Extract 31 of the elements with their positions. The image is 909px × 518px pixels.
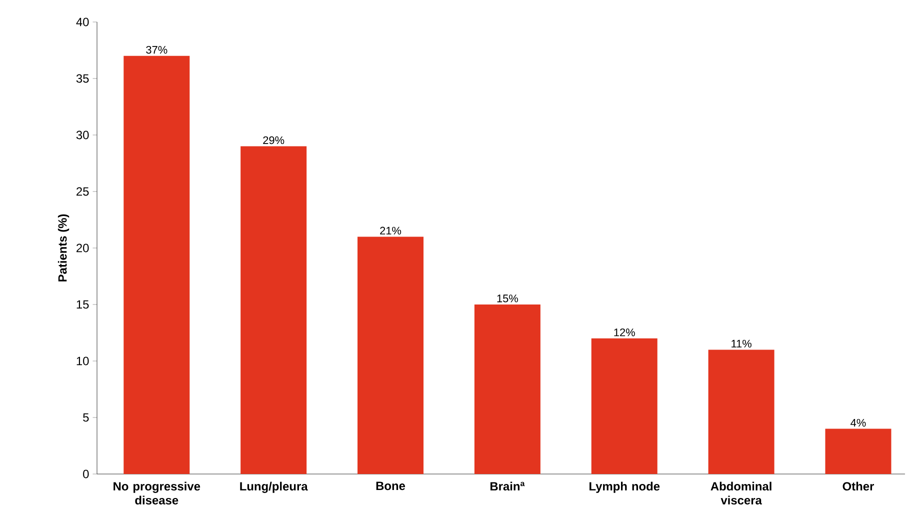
x-tick-label: Lymph node <box>590 482 660 493</box>
bar <box>591 338 658 474</box>
data-label: 29% <box>263 136 284 144</box>
y-axis-title: Patients (%) <box>58 214 70 282</box>
data-label: 21% <box>380 226 402 234</box>
bar <box>825 428 892 474</box>
x-tick-label: Brain$^{a}$ <box>490 482 525 491</box>
x-tick-label: Abdominal viscera <box>710 482 772 504</box>
x-tick-label: Bone <box>376 482 406 490</box>
y-tick-label: 40 <box>76 18 89 26</box>
bar <box>358 236 424 474</box>
y-tick-label: 30 <box>76 130 89 140</box>
bar <box>474 304 540 474</box>
data-label: 15% <box>497 294 518 302</box>
y-tick-label: 5 <box>83 413 89 422</box>
data-label: 12% <box>614 328 635 336</box>
bar <box>708 350 774 474</box>
bar <box>124 56 190 474</box>
y-tick-label: 25 <box>76 187 89 196</box>
y-tick-label: 20 <box>76 244 89 252</box>
y-tick-label: 35 <box>76 74 89 83</box>
data-label: 37% <box>146 46 168 54</box>
x-tick-label: Lung/pleura <box>240 482 308 493</box>
data-label: 11% <box>732 340 752 348</box>
y-tick-label: 15 <box>76 300 89 309</box>
y-tick-label: 10 <box>76 356 89 366</box>
x-tick-label: No progressive disease <box>114 482 200 504</box>
x-tick-label: Other <box>842 482 874 491</box>
bar <box>240 146 307 474</box>
data-label: 4% <box>850 418 866 427</box>
y-tick-label: 0 <box>83 470 89 478</box>
